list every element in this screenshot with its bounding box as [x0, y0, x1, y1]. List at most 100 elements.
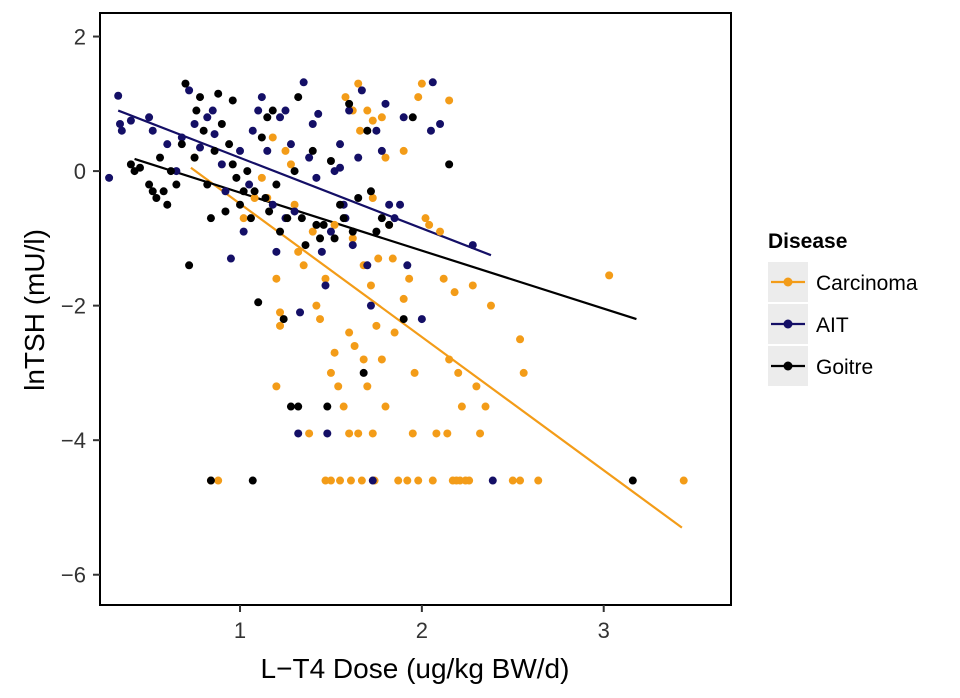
goitre-point: [308, 146, 317, 155]
goitre-point: [445, 160, 454, 169]
goitre-point: [265, 207, 274, 216]
goitre-point: [177, 140, 186, 149]
carcinoma-legend-dot: [783, 277, 793, 287]
carcinoma-point: [321, 274, 330, 283]
carcinoma-point: [326, 368, 335, 377]
goitre-point: [294, 402, 303, 411]
ait-point: [426, 126, 435, 135]
ait-point: [354, 153, 363, 162]
goitre-point: [336, 200, 345, 209]
ait-point: [336, 140, 345, 149]
ait-point: [290, 207, 299, 216]
carcinoma-point: [465, 476, 474, 485]
goitre-point: [232, 173, 241, 182]
goitre-point: [217, 120, 226, 128]
goitre-point: [348, 227, 357, 236]
ait-point: [208, 106, 217, 115]
ait-point: [286, 140, 295, 149]
ait-point: [245, 180, 254, 189]
carcinoma-point: [368, 116, 377, 125]
carcinoma-point: [472, 382, 481, 391]
carcinoma-point: [394, 476, 403, 485]
carcinoma-point: [399, 146, 408, 155]
ait-point: [317, 247, 326, 256]
carcinoma-point: [281, 146, 290, 155]
carcinoma-point: [414, 93, 423, 102]
carcinoma-point: [605, 271, 614, 280]
carcinoma-point: [345, 328, 354, 337]
x-tick-label: 2: [416, 618, 428, 643]
carcinoma-point: [481, 402, 490, 411]
carcinoma-point: [276, 321, 285, 330]
carcinoma-point: [350, 342, 359, 350]
ait-point: [488, 476, 497, 485]
carcinoma-point: [445, 96, 454, 105]
carcinoma-point: [366, 281, 375, 290]
carcinoma-point: [341, 93, 350, 102]
ait-point: [314, 109, 323, 118]
goitre-point: [366, 187, 375, 196]
ait-point: [403, 261, 412, 270]
carcinoma-point: [372, 321, 381, 330]
goitre-point: [248, 476, 257, 485]
goitre-point: [221, 207, 230, 216]
carcinoma-point: [454, 368, 463, 377]
ait-point: [308, 120, 317, 128]
goitre-point: [276, 227, 285, 236]
ait-legend-dot: [783, 319, 793, 329]
carcinoma-point: [334, 382, 343, 391]
goitre-point: [283, 214, 292, 223]
carcinoma-point: [326, 476, 335, 485]
goitre-point: [323, 402, 332, 411]
carcinoma-point: [294, 247, 303, 256]
goitre-point: [145, 180, 154, 189]
ait-point: [263, 146, 272, 155]
ait-point: [272, 247, 281, 256]
carcinoma-point: [257, 173, 266, 182]
carcinoma-point: [410, 368, 419, 377]
ait-point: [185, 86, 194, 95]
carcinoma-point: [403, 476, 412, 485]
ait-point: [294, 429, 303, 438]
ait-point: [385, 200, 394, 209]
ait-point: [254, 106, 263, 115]
goitre-point: [148, 187, 157, 196]
ait-point: [163, 140, 172, 149]
carcinoma-point: [339, 402, 348, 411]
carcinoma-point: [354, 79, 363, 88]
goitre-point: [359, 368, 368, 377]
goitre-point: [250, 187, 259, 196]
carcinoma-point: [299, 261, 308, 270]
ait-point: [105, 173, 114, 182]
carcinoma-point: [405, 274, 414, 283]
carcinoma-point: [428, 476, 437, 485]
carcinoma-point: [250, 194, 259, 202]
carcinoma-point: [363, 382, 372, 391]
goitre-point: [228, 96, 237, 105]
goitre-point: [196, 93, 205, 102]
goitre-point: [159, 187, 168, 196]
goitre-point: [316, 234, 325, 243]
carcinoma-point: [336, 476, 345, 485]
carcinoma-point: [268, 133, 277, 142]
goitre-point: [236, 200, 245, 209]
goitre-point: [152, 194, 161, 202]
goitre-point: [181, 79, 190, 88]
goitre-point: [286, 402, 295, 411]
goitre-point: [239, 187, 248, 196]
goitre-point: [377, 214, 386, 223]
ait-point: [296, 308, 305, 317]
ait-point: [239, 227, 248, 236]
data-points: [105, 78, 688, 485]
goitre-point: [628, 476, 637, 485]
ait-point: [345, 106, 354, 115]
goitre-point: [294, 93, 303, 102]
ait-point: [366, 301, 375, 310]
carcinoma-point: [417, 79, 426, 88]
carcinoma-point: [425, 220, 434, 229]
carcinoma-point: [308, 227, 317, 236]
ait-point: [126, 116, 135, 125]
ait-point: [399, 113, 408, 122]
ait-point: [190, 120, 199, 128]
